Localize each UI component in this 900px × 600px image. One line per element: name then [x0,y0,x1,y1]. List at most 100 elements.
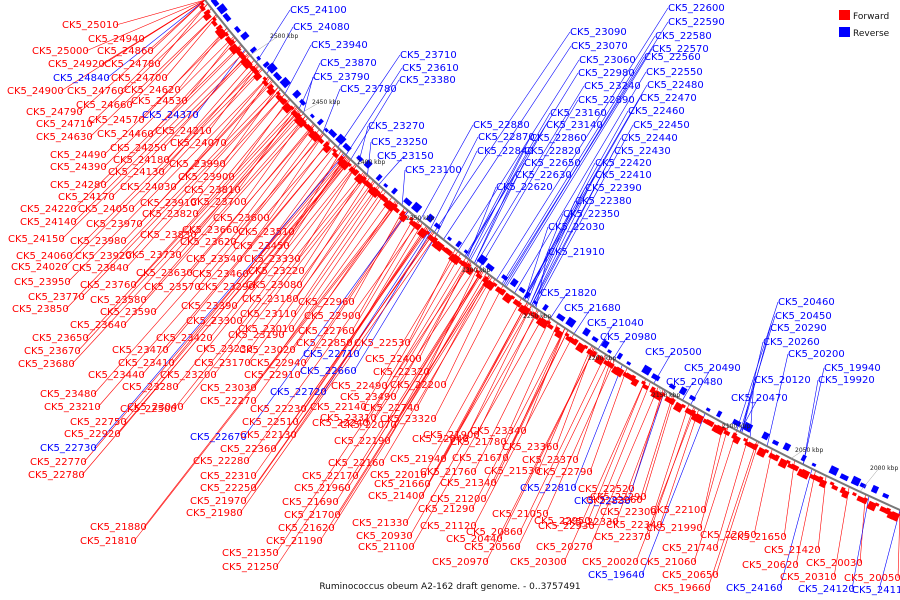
gene-label[interactable]: CK5_24020 [11,262,68,273]
gene-label[interactable]: CK5_23900 [178,172,235,183]
gene-label[interactable]: CK5_23470 [112,345,169,356]
gene-label[interactable]: CK5_23950 [14,277,71,288]
gene-label[interactable]: CK5_23510 [238,227,295,238]
gene-label[interactable]: CK5_22320 [373,367,430,378]
gene-label[interactable]: CK5_22580 [655,31,712,42]
gene-label[interactable]: CK5_20270 [536,542,593,553]
gene-label[interactable]: CK5_25000 [32,46,89,57]
gene-label[interactable]: CK5_22290 [590,492,647,503]
gene-label[interactable]: CK5_22270 [200,396,257,407]
gene-label[interactable]: CK5_22480 [647,80,704,91]
gene-label[interactable]: CK5_20650 [662,570,719,581]
gene-label[interactable]: CK5_22760 [298,326,355,337]
gene-label[interactable]: CK5_24860 [97,46,154,57]
gene-label[interactable]: CK5_23710 [400,50,457,61]
gene-label[interactable]: CK5_22360 [220,444,277,455]
gene-label[interactable]: CK5_23700 [190,197,247,208]
gene-label[interactable]: CK5_23610 [402,63,459,74]
gene-label[interactable]: CK5_22660 [300,366,357,377]
gene-label[interactable]: CK5_20020 [582,557,639,568]
gene-label[interactable]: CK5_24030 [120,182,177,193]
gene-label[interactable]: CK5_24700 [111,73,168,84]
gene-label[interactable]: CK5_21740 [662,543,719,554]
gene-label[interactable]: CK5_23600 [213,213,270,224]
gene-label[interactable]: CK5_21680 [564,303,621,314]
gene-label[interactable]: CK5_22590 [668,17,725,28]
gene-label[interactable]: CK5_22740 [363,403,420,414]
gene-label[interactable]: CK5_23090 [570,27,627,38]
gene-label[interactable]: CK5_24790 [26,107,83,118]
gene-label[interactable]: CK5_23440 [88,370,145,381]
gene-label[interactable]: CK5_24710 [36,119,93,130]
gene-label[interactable]: CK5_22820 [524,146,581,157]
gene-label[interactable]: CK5_23290 [198,282,255,293]
gene-label[interactable]: CK5_22280 [193,456,250,467]
gene-label[interactable]: CK5_23640 [70,320,127,331]
gene-label[interactable]: CK5_23620 [180,237,237,248]
gene-label[interactable]: CK5_22170 [302,471,359,482]
gene-label[interactable]: CK5_22520 [578,484,635,495]
gene-label[interactable]: CK5_22030 [548,222,605,233]
gene-label[interactable]: CK5_24570 [88,115,145,126]
gene-label[interactable]: CK5_22250 [200,483,257,494]
gene-label[interactable]: CK5_24100 [290,5,347,16]
gene-label[interactable]: CK5_23300 [186,316,243,327]
gene-label[interactable]: CK5_23670 [24,346,81,357]
gene-label[interactable]: CK5_24210 [155,126,212,137]
gene-label[interactable]: CK5_21190 [266,536,323,547]
gene-label[interactable]: CK5_23410 [118,358,175,369]
gene-label[interactable]: CK5_21200 [430,494,487,505]
gene-label[interactable]: CK5_23080 [246,280,303,291]
gene-label[interactable]: CK5_22010 [370,470,427,481]
gene-label[interactable]: CK5_23780 [340,84,397,95]
gene-label[interactable]: CK5_22040 [412,434,469,445]
gene-label[interactable]: CK5_22750 [70,417,127,428]
gene-label[interactable]: CK5_21350 [222,548,279,559]
gene-label[interactable]: CK5_22900 [304,311,361,322]
gene-label[interactable]: CK5_20120 [754,375,811,386]
gene-label[interactable]: CK5_22350 [563,209,620,220]
gene-label[interactable]: CK5_22140 [310,402,367,413]
gene-label[interactable]: CK5_20490 [684,363,741,374]
gene-label[interactable]: CK5_23920 [75,251,132,262]
gene-label[interactable]: CK5_20470 [731,393,788,404]
gene-label[interactable]: CK5_21330 [352,518,409,529]
gene-label[interactable]: CK5_23140 [546,120,603,131]
gene-label[interactable]: CK5_23910 [140,198,197,209]
gene-label[interactable]: CK5_23060 [579,55,636,66]
gene-label[interactable]: CK5_20290 [770,323,827,334]
gene-label[interactable]: CK5_21700 [284,510,341,521]
gene-label[interactable]: CK5_22780 [28,470,85,481]
gene-label[interactable]: CK5_22920 [64,429,121,440]
gene-label[interactable]: CK5_23170 [194,358,251,369]
gene-label[interactable]: CK5_23200 [160,370,217,381]
gene-label[interactable]: CK5_23270 [368,121,425,132]
gene-label[interactable]: CK5_22370 [594,532,651,543]
gene-label[interactable]: CK5_22390 [585,183,642,194]
gene-label[interactable]: CK5_23160 [550,108,607,119]
gene-label[interactable]: CK5_21990 [646,523,703,534]
gene-label[interactable]: CK5_23040 [127,402,184,413]
gene-label[interactable]: CK5_23190 [228,330,285,341]
gene-label[interactable]: CK5_24080 [293,22,350,33]
gene-label[interactable]: CK5_22930 [538,521,595,532]
gene-label[interactable]: CK5_23420 [156,333,213,344]
gene-label[interactable]: CK5_23330 [244,254,301,265]
gene-label[interactable]: CK5_20310 [780,572,837,583]
gene-label[interactable]: CK5_21810 [80,536,137,547]
gene-label[interactable]: CK5_21530 [484,466,541,477]
gene-label[interactable]: CK5_23460 [192,269,249,280]
gene-label[interactable]: CK5_22570 [652,44,709,55]
gene-label[interactable]: CK5_24280 [50,180,107,191]
gene-label[interactable]: CK5_22240 [312,418,369,429]
gene-label[interactable]: CK5_20500 [645,347,702,358]
gene-label[interactable]: CK5_21980 [186,508,243,519]
gene-label[interactable]: CK5_24050 [78,204,135,215]
gene-label[interactable]: CK5_23730 [125,250,182,261]
gene-label[interactable]: CK5_23320 [380,414,437,425]
gene-label[interactable]: CK5_22790 [536,467,593,478]
gene-label[interactable]: CK5_20860 [466,527,523,538]
gene-label[interactable]: CK5_22430 [614,146,671,157]
gene-label[interactable]: CK5_24220 [20,204,77,215]
gene-label[interactable]: CK5_21690 [282,497,339,508]
